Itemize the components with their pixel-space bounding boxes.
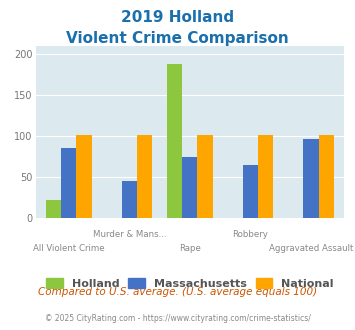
Bar [319, 135, 334, 218]
Bar [167, 64, 182, 218]
Bar [197, 135, 213, 218]
Bar [137, 135, 152, 218]
Bar [304, 139, 319, 218]
Text: Compared to U.S. average. (U.S. average equals 100): Compared to U.S. average. (U.S. average … [38, 287, 317, 297]
Text: Murder & Mans...: Murder & Mans... [93, 230, 166, 239]
Text: © 2025 CityRating.com - https://www.cityrating.com/crime-statistics/: © 2025 CityRating.com - https://www.city… [45, 314, 310, 323]
Bar [258, 135, 273, 218]
Text: 2019 Holland: 2019 Holland [121, 10, 234, 25]
Text: Violent Crime Comparison: Violent Crime Comparison [66, 31, 289, 46]
Bar [46, 200, 61, 218]
Bar [122, 181, 137, 218]
Bar [243, 165, 258, 218]
Legend: Holland, Massachusetts, National: Holland, Massachusetts, National [46, 278, 334, 289]
Bar [182, 156, 197, 218]
Text: Aggravated Assault: Aggravated Assault [269, 244, 353, 252]
Text: Rape: Rape [179, 244, 201, 252]
Bar [61, 148, 76, 218]
Text: Robbery: Robbery [233, 230, 268, 239]
Bar [76, 135, 92, 218]
Text: All Violent Crime: All Violent Crime [33, 244, 105, 252]
